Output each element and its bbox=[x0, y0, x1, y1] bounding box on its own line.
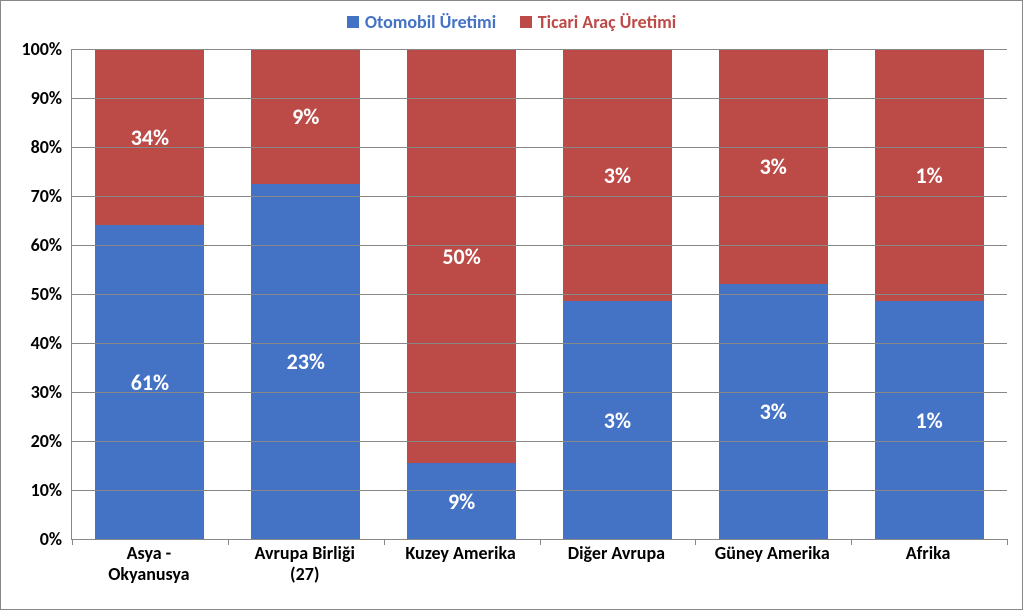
gridline bbox=[72, 98, 1007, 99]
bar-segment-series-b: 50% bbox=[407, 49, 516, 463]
x-label-line: Avrupa Birliği bbox=[227, 543, 383, 564]
x-axis-category-label: Avrupa Birliği(27) bbox=[227, 543, 383, 584]
bar-segment-label: 3% bbox=[760, 398, 787, 425]
legend-label-a: Otomobil Üretimi bbox=[365, 11, 496, 33]
y-axis-tick-label: 90% bbox=[12, 87, 62, 109]
x-label-line: Okyanusya bbox=[71, 564, 227, 585]
y-axis-tick-label: 100% bbox=[12, 38, 62, 60]
y-axis-tick-label: 40% bbox=[12, 332, 62, 354]
bar-segment-label: 3% bbox=[604, 407, 631, 434]
legend-item-series-b: Ticari Araç Üretimi bbox=[520, 11, 676, 33]
x-axis-category-label: Kuzey Amerika bbox=[383, 543, 539, 584]
bar-segment-series-a: 61% bbox=[95, 225, 204, 539]
x-axis-category-label: Asya -Okyanusya bbox=[71, 543, 227, 584]
bar-segment-series-a: 1% bbox=[875, 301, 984, 539]
bar-segment-series-b: 3% bbox=[563, 49, 672, 301]
gridline bbox=[72, 49, 1007, 50]
bar-segment-label: 1% bbox=[915, 407, 942, 434]
bar-segment-series-a: 9% bbox=[407, 463, 516, 539]
bar-segment-series-b: 34% bbox=[95, 49, 204, 225]
bar-segment-series-a: 3% bbox=[563, 301, 672, 539]
y-axis-tick-label: 80% bbox=[12, 136, 62, 158]
x-axis-category-label: Güney Amerika bbox=[694, 543, 850, 584]
legend: Otomobil Üretimi Ticari Araç Üretimi bbox=[1, 11, 1022, 33]
y-axis-tick-label: 50% bbox=[12, 283, 62, 305]
gridline bbox=[72, 147, 1007, 148]
gridline bbox=[72, 294, 1007, 295]
legend-label-b: Ticari Araç Üretimi bbox=[538, 11, 676, 33]
bar-segment-label: 1% bbox=[915, 162, 942, 189]
bar-segment-series-b: 9% bbox=[251, 49, 360, 184]
gridline bbox=[72, 392, 1007, 393]
x-label-line: Afrika bbox=[850, 543, 1006, 564]
y-axis-tick-label: 30% bbox=[12, 381, 62, 403]
x-axis-category-label: Afrika bbox=[850, 543, 1006, 584]
x-axis-tick bbox=[1007, 539, 1008, 545]
y-axis-tick-label: 60% bbox=[12, 234, 62, 256]
y-axis-tick-label: 0% bbox=[12, 528, 62, 550]
x-label-line: Güney Amerika bbox=[694, 543, 850, 564]
legend-swatch-b bbox=[520, 16, 532, 28]
x-label-line: Kuzey Amerika bbox=[383, 543, 539, 564]
bar-segment-label: 9% bbox=[292, 103, 319, 130]
bar-segment-label: 3% bbox=[604, 162, 631, 189]
plot-area: 34%61% 9% 23% 50% 9% 3% 3% 3% 3% 1% 1% bbox=[71, 49, 1007, 540]
bar-segment-label: 50% bbox=[442, 243, 480, 270]
gridline bbox=[72, 245, 1007, 246]
bar-segment-label: 23% bbox=[287, 348, 325, 375]
bar-segment-series-a: 23% bbox=[251, 184, 360, 539]
legend-item-series-a: Otomobil Üretimi bbox=[347, 11, 496, 33]
x-label-line: Asya - bbox=[71, 543, 227, 564]
bar-segment-series-b: 3% bbox=[719, 49, 828, 284]
legend-swatch-a bbox=[347, 16, 359, 28]
y-axis-tick-label: 10% bbox=[12, 479, 62, 501]
gridline bbox=[72, 441, 1007, 442]
bar-segment-label: 9% bbox=[448, 488, 475, 515]
x-axis-category-label: Diğer Avrupa bbox=[538, 543, 694, 584]
y-axis-tick-label: 70% bbox=[12, 185, 62, 207]
x-label-line: Diğer Avrupa bbox=[538, 543, 694, 564]
x-axis-labels: Asya -OkyanusyaAvrupa Birliği(27)Kuzey A… bbox=[71, 543, 1006, 584]
y-axis-tick-label: 20% bbox=[12, 430, 62, 452]
bar-segment-label: 3% bbox=[760, 153, 787, 180]
bar-segment-series-b: 1% bbox=[875, 49, 984, 301]
gridline bbox=[72, 343, 1007, 344]
bar-segment-series-a: 3% bbox=[719, 284, 828, 539]
gridline bbox=[72, 490, 1007, 491]
chart-container: Otomobil Üretimi Ticari Araç Üretimi 34%… bbox=[0, 0, 1023, 610]
gridline bbox=[72, 196, 1007, 197]
x-label-line: (27) bbox=[227, 564, 383, 585]
